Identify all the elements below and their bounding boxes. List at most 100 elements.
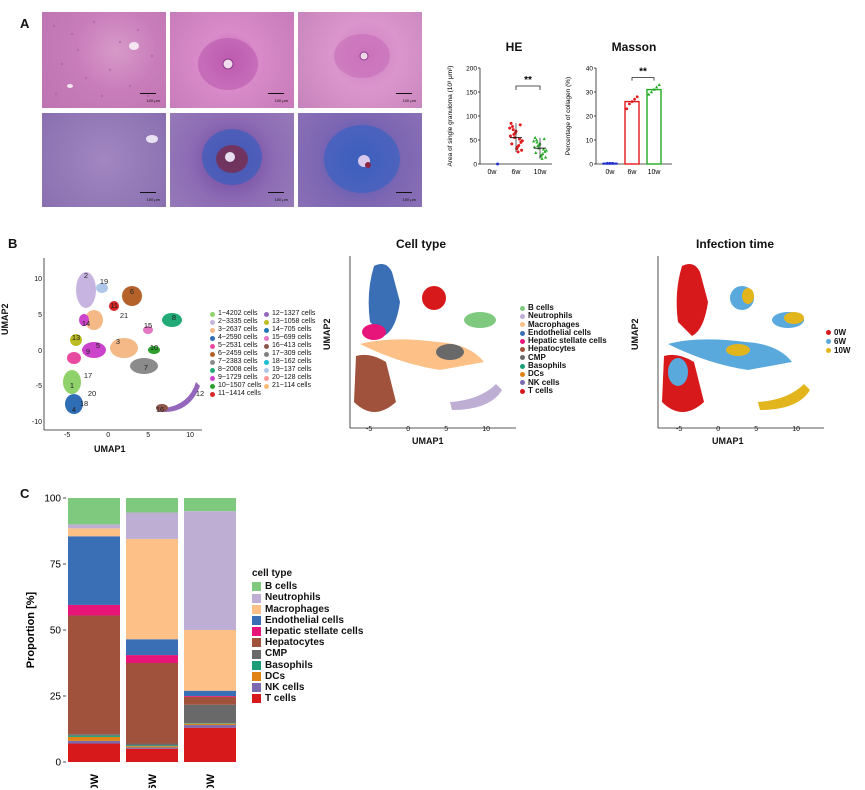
cluster-label: 5 xyxy=(96,341,100,350)
cluster-label: 9 xyxy=(86,347,90,356)
data-point xyxy=(544,148,548,152)
y-tick-label: 0 xyxy=(38,347,42,355)
y-tick-label: 100 xyxy=(44,494,61,505)
cluster-legend-item: 20~128 cells xyxy=(264,374,315,382)
stacked-segment xyxy=(68,528,120,537)
cluster-label: 14 xyxy=(82,319,90,328)
data-point xyxy=(657,83,661,86)
stacked-segment xyxy=(68,498,120,525)
cluster-label: 8 xyxy=(172,313,176,322)
x-tick-label: 0 xyxy=(406,426,411,433)
celltype-legend-item: Endothelial cells xyxy=(520,328,607,337)
he-micrograph-10w: 100 μm xyxy=(298,12,422,108)
data-point xyxy=(518,137,521,141)
data-point xyxy=(508,126,512,130)
x-tick-label: 10W xyxy=(205,773,217,788)
celltype-legend-item: Neutrophils xyxy=(520,311,607,320)
data-point xyxy=(532,145,536,149)
cluster-label: 21 xyxy=(120,311,128,320)
stacked-segment xyxy=(126,747,178,749)
stacked-segment xyxy=(184,723,236,726)
x-tick-label: 6w xyxy=(628,169,638,176)
x-tick-label: 0w xyxy=(488,169,498,176)
cluster-legend-col2: 12~1327 cells 13~1058 cells 14~705 cells 15… xyxy=(264,310,315,390)
proportion-legend-item: B cells xyxy=(252,581,363,592)
x-tick-label: 5 xyxy=(754,426,759,433)
cluster-legend-item: 21~114 cells xyxy=(264,382,315,390)
data-point xyxy=(655,85,659,89)
panel-b-letter: B xyxy=(8,236,18,251)
stacked-segment xyxy=(126,663,178,744)
data-point xyxy=(611,161,614,165)
y-tick-label: -10 xyxy=(31,419,42,426)
cluster-label: 4 xyxy=(72,405,76,414)
celltype-legend-item: Macrophages xyxy=(520,320,607,329)
x-tick-label: 5 xyxy=(146,432,151,439)
y-tick-label: 75 xyxy=(50,560,62,571)
cluster-label: 11 xyxy=(110,301,118,310)
y-tick-label: 30 xyxy=(586,90,594,97)
x-tick-label: 0 xyxy=(106,432,111,439)
proportion-legend-item: Endothelial cells xyxy=(252,615,363,626)
scale-bar xyxy=(396,92,412,94)
celltype-umap-xticks: -5 0 5 10 xyxy=(366,426,490,433)
masson-chart: 0 10 20 30 40 0w 6w 10w Percentage of collagen (… xyxy=(565,66,672,176)
he-chart: 0 50 100 150 200 0w 6w 10w Area of single granul… xyxy=(447,66,552,176)
cluster-legend-item: 10~1507 cells xyxy=(210,382,261,390)
proportion-legend-item: T cells xyxy=(252,693,363,704)
data-point xyxy=(628,102,631,106)
stacked-segment xyxy=(126,745,178,747)
data-point xyxy=(532,139,536,143)
scale-bar xyxy=(268,191,284,193)
data-point xyxy=(533,135,537,139)
data-point xyxy=(519,140,523,144)
x-tick-label: 10w xyxy=(648,169,662,176)
x-tick-label: 0W xyxy=(89,773,101,788)
cluster-label: 20 xyxy=(88,389,96,398)
cluster-label: 2 xyxy=(84,271,88,280)
cluster-legend-item: 16~413 cells xyxy=(264,342,315,350)
data-point xyxy=(496,162,500,166)
cluster-label: 1 xyxy=(70,381,74,390)
stacked-segment xyxy=(184,498,236,512)
x-tick-label: -5 xyxy=(366,426,373,433)
data-point xyxy=(540,156,544,160)
cluster-legend-col1: 1~4202 cells 2~3335 cells 3~2637 cells 4~25… xyxy=(210,310,261,398)
masson-micrograph-10w: 100 μm xyxy=(298,113,422,207)
cluster-label: 15 xyxy=(144,321,152,330)
data-point xyxy=(517,144,521,148)
stacked-segment xyxy=(68,604,120,616)
stacked-segment xyxy=(184,727,236,762)
granuloma-shape xyxy=(202,129,262,185)
stacked-segment xyxy=(68,740,120,744)
y-tick-label: 150 xyxy=(466,90,477,97)
scale-label: 100 μm xyxy=(274,98,288,103)
data-point xyxy=(543,149,547,153)
stacked-segment xyxy=(126,512,178,539)
data-point xyxy=(541,152,545,156)
data-point xyxy=(511,125,514,129)
cluster-legend-item: 3~2637 cells xyxy=(210,326,261,334)
stacked-segment xyxy=(68,736,120,741)
stacked-segment xyxy=(184,723,236,724)
scale-bar xyxy=(268,92,284,94)
stacked-segment xyxy=(68,734,120,736)
celltype-legend-item: B cells xyxy=(520,303,607,312)
infection-legend: 0W 6W 10W xyxy=(826,328,850,355)
data-point xyxy=(510,142,514,146)
data-point xyxy=(516,150,520,154)
infection-umap-title: Infection time xyxy=(695,237,774,251)
proportion-legend-item: Hepatic stellate cells xyxy=(252,626,363,637)
infection-blobs xyxy=(662,264,810,412)
scale-label: 100 μm xyxy=(146,98,160,103)
cluster-label: 13 xyxy=(72,333,80,342)
data-point xyxy=(608,161,612,165)
data-point xyxy=(541,147,546,151)
y-tick-label: 10 xyxy=(34,276,42,283)
cluster-label: 7 xyxy=(144,363,148,372)
stacked-segment xyxy=(184,725,236,728)
stacked-segment xyxy=(184,704,236,724)
y-tick-label: 100 xyxy=(466,114,477,121)
